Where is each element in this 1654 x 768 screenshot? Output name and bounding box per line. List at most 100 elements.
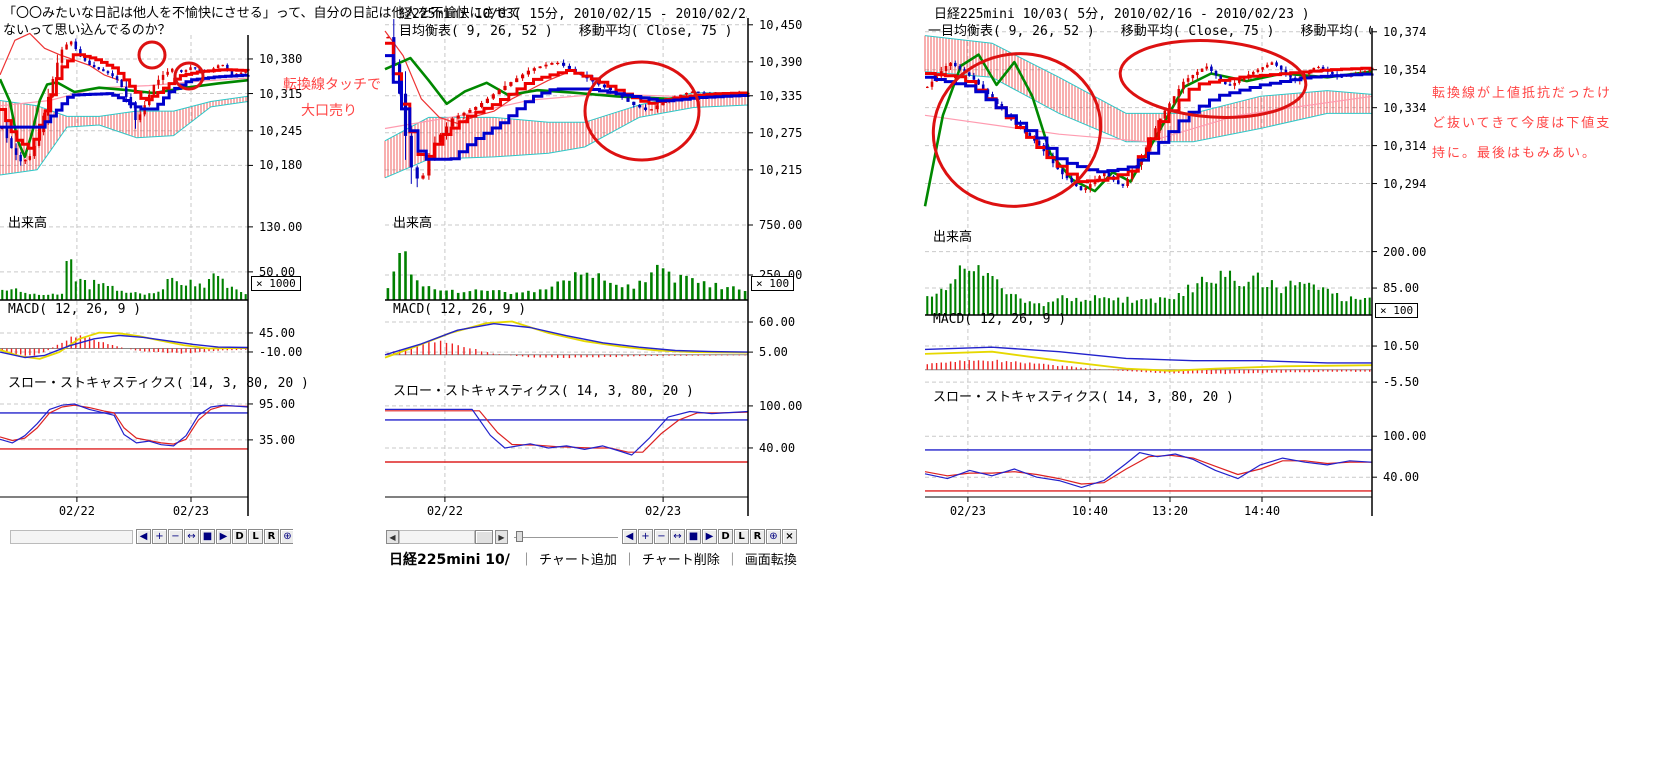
middle-price-ytick: 10,450 <box>759 17 803 32</box>
left-stoch-label: スロー・ストキャスティクス( 14, 3, 80, 20 ) <box>8 376 309 391</box>
left-mode-d-button[interactable]: D <box>232 529 247 544</box>
left-xtick: 02/22 <box>58 504 95 518</box>
statusbar-active-chart[interactable]: 日経225mini 10/ <box>389 552 510 568</box>
chart-title-right: 日経225mini 10/03( 5分, 2010/02/16 - 2010/0… <box>934 7 1310 22</box>
right-volume-ytick: 85.00 <box>1383 281 1420 296</box>
right-stoch-ytick: 40.00 <box>1383 470 1420 485</box>
statusbar-item-1[interactable]: チャート削除 <box>641 553 720 568</box>
right-volume-multiplier-badge: × 100 <box>1375 303 1419 318</box>
left-volume-multiplier-badge: × 1000 <box>251 276 301 291</box>
right-macd-label: MACD( 12, 26, 9 ) <box>933 312 1067 327</box>
right-price-ytick: 10,314 <box>1383 138 1427 153</box>
annotation-left-line2: 大口売り <box>301 103 357 119</box>
middle-zoom-out-button[interactable]: − <box>654 529 669 544</box>
right-stoch-ytick: 100.00 <box>1383 429 1427 444</box>
right-macd-ytick: -5.50 <box>1383 375 1420 390</box>
middle-scrollbar-right-button[interactable]: ▶ <box>495 530 508 544</box>
middle-jump-start-button[interactable]: ◀ <box>622 529 637 544</box>
right-volume-label: 出来高 <box>933 230 973 245</box>
middle-zoom-slider-handle[interactable] <box>516 531 523 542</box>
left-volume-label: 出来高 <box>8 216 48 231</box>
left-macd-ytick: 45.00 <box>259 325 296 340</box>
left-price-ytick: 10,245 <box>259 123 303 138</box>
toolbar-middle: ◀ ▶ ◀ + − ↔ ■ ▶ D L R ⊕ × <box>385 529 808 546</box>
chart-legend-right: 一目均衡表( 9, 26, 52 ) 移動平均( Close, 75 ) 移動平… <box>928 24 1371 39</box>
left-zoom-in-button[interactable]: + <box>152 529 167 544</box>
middle-stoch-ytick: 100.00 <box>759 398 803 413</box>
left-volume-ytick: 130.00 <box>259 219 303 234</box>
right-macd-ytick: 10.50 <box>1383 339 1420 354</box>
middle-zoom-in-button[interactable]: + <box>638 529 653 544</box>
diary-note-line2: ないって思い込んでるのか？ <box>3 23 171 38</box>
middle-price-ytick: 10,390 <box>759 54 803 69</box>
middle-scrollbar-track[interactable] <box>399 530 475 544</box>
right-xtick: 14:40 <box>1243 504 1281 518</box>
middle-mode-l-button[interactable]: L <box>734 529 749 544</box>
statusbar-item-2[interactable]: 画面転換 <box>744 553 797 568</box>
left-stoch-ytick: 95.00 <box>259 396 296 411</box>
middle-price-ytick: 10,335 <box>759 88 803 103</box>
left-scrollbar-track[interactable] <box>10 530 133 544</box>
left-zoom-out-button[interactable]: − <box>168 529 183 544</box>
left-price-ytick: 10,180 <box>259 158 303 173</box>
middle-macd-ytick: 60.00 <box>759 315 796 330</box>
annotation-right-line1: 転換線が上値抵抗だったけ <box>1432 86 1613 101</box>
left-jump-start-button[interactable]: ◀ <box>136 529 151 544</box>
middle-macd-ytick: 5.00 <box>759 345 788 360</box>
left-pan-button[interactable]: ↔ <box>184 529 199 544</box>
middle-stop-button[interactable]: ■ <box>686 529 701 544</box>
chart-legend-middle: 目均衡表( 9, 26, 52 ) 移動平均( Close, 75 ) 移動平均 <box>399 24 747 39</box>
statusbar-separator: ｜ <box>520 553 534 568</box>
middle-xtick: 02/23 <box>644 504 682 518</box>
middle-magnify-button[interactable]: ⊕ <box>766 529 781 544</box>
left-stoch-ytick: 35.00 <box>259 432 296 447</box>
middle-mode-d-button[interactable]: D <box>718 529 733 544</box>
left-magnify-button[interactable]: ⊕ <box>280 529 293 544</box>
middle-mode-r-button[interactable]: R <box>750 529 765 544</box>
annotation-right-line3: 持に。最後はもみあい。 <box>1432 146 1598 161</box>
right-xtick: 02/23 <box>949 504 986 518</box>
left-price-ytick: 10,315 <box>259 86 303 101</box>
right-price-ytick: 10,354 <box>1383 62 1427 77</box>
middle-volume-ytick: 750.00 <box>759 218 803 232</box>
left-volume-ytick: 50.00 <box>259 264 296 279</box>
middle-stoch-label: スロー・ストキャスティクス( 14, 3, 80, 20 ) <box>393 384 694 399</box>
chart-title-middle: 経225mini 10/03( 15分, 2010/02/15 - 2010/0… <box>399 7 747 22</box>
middle-zoom-slider[interactable] <box>514 537 618 538</box>
left-play-button[interactable]: ▶ <box>216 529 231 544</box>
middle-close-button[interactable]: × <box>782 529 797 544</box>
right-price-ytick: 10,294 <box>1383 176 1427 191</box>
middle-scrollbar-left-button[interactable]: ◀ <box>386 530 399 544</box>
annotation-left-line1: 転換線タッチで <box>283 77 381 93</box>
left-macd-label: MACD( 12, 26, 9 ) <box>8 302 142 317</box>
middle-volume-label: 出来高 <box>393 216 433 231</box>
statusbar-separator: ｜ <box>725 553 739 568</box>
right-price-ytick: 10,374 <box>1383 24 1427 39</box>
right-volume-ytick: 200.00 <box>1383 244 1427 259</box>
right-xtick: 13:20 <box>1151 504 1189 518</box>
middle-play-button[interactable]: ▶ <box>702 529 717 544</box>
statusbar-middle: 日経225mini 10/ ｜チャート追加｜チャート削除｜画面転換｜画面設定 <box>389 549 808 569</box>
left-stop-button[interactable]: ■ <box>200 529 215 544</box>
right-xtick: 10:40 <box>1071 504 1108 518</box>
statusbar-separator: ｜ <box>622 553 636 568</box>
middle-scrollbar-thumb[interactable] <box>475 530 493 544</box>
toolbar-left-fragment: ◀+−↔■▶DLR⊕× <box>0 529 293 546</box>
left-mode-l-button[interactable]: L <box>248 529 263 544</box>
middle-volume-multiplier-badge: × 100 <box>751 276 795 291</box>
left-xtick: 02/23 <box>172 504 210 518</box>
middle-price-ytick: 10,275 <box>759 125 803 140</box>
right-price-ytick: 10,334 <box>1383 100 1427 115</box>
left-macd-ytick: -10.00 <box>259 344 303 359</box>
statusbar-separator: ｜ <box>797 553 808 568</box>
diary-note-line1: 「〇〇みたいな日記は他人を不愉快にさせる」って、自分の日記は他人を不愉快にさせて <box>3 6 522 21</box>
middle-xtick: 02/22 <box>426 504 463 518</box>
middle-price-ytick: 10,215 <box>759 162 803 177</box>
annotation-right-line2: ど抜いてきて今度は下値支 <box>1432 116 1612 131</box>
statusbar-item-0[interactable]: チャート追加 <box>539 553 617 568</box>
left-mode-r-button[interactable]: R <box>264 529 279 544</box>
middle-pan-button[interactable]: ↔ <box>670 529 685 544</box>
middle-stoch-ytick: 40.00 <box>759 440 796 455</box>
